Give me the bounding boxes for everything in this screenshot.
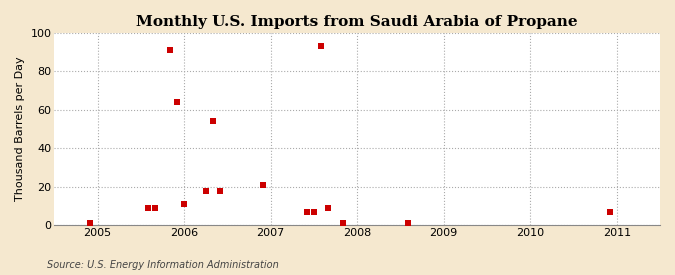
Point — [179, 202, 190, 206]
Point — [258, 183, 269, 187]
Point — [200, 188, 211, 193]
Point — [142, 206, 153, 210]
Point — [402, 221, 413, 226]
Point — [215, 188, 225, 193]
Point — [207, 119, 218, 123]
Title: Monthly U.S. Imports from Saudi Arabia of Propane: Monthly U.S. Imports from Saudi Arabia o… — [136, 15, 578, 29]
Point — [150, 206, 161, 210]
Point — [308, 210, 319, 214]
Point — [301, 210, 312, 214]
Point — [316, 44, 327, 49]
Point — [85, 221, 96, 226]
Point — [604, 210, 615, 214]
Point — [171, 100, 182, 104]
Point — [338, 221, 348, 226]
Text: Source: U.S. Energy Information Administration: Source: U.S. Energy Information Administ… — [47, 260, 279, 270]
Point — [164, 48, 175, 53]
Y-axis label: Thousand Barrels per Day: Thousand Barrels per Day — [15, 57, 25, 201]
Point — [323, 206, 333, 210]
